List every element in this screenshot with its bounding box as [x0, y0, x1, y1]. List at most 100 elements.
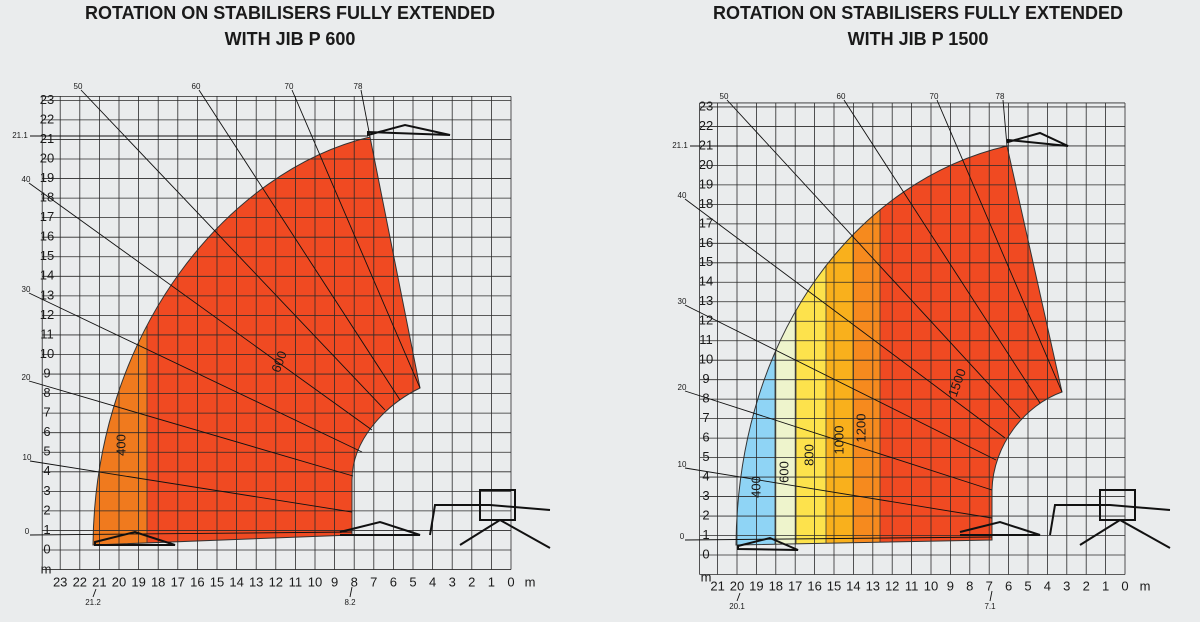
- angle-line: [684, 536, 993, 541]
- angle-label: 30: [22, 285, 31, 294]
- max-reach-tick: [349, 586, 353, 598]
- load-label: 1000: [831, 426, 846, 455]
- y-tick-label: 14: [40, 268, 54, 283]
- x-tick-label: 1: [1102, 578, 1109, 593]
- x-tick-label: 0: [1121, 578, 1128, 593]
- angle-line: [360, 89, 371, 138]
- outrigger-sketch: [94, 530, 176, 546]
- max-reach-tick: [989, 590, 993, 602]
- load-zones: [93, 137, 420, 545]
- x-tick-label: 18: [769, 578, 783, 593]
- unit-label: m: [525, 574, 536, 589]
- x-tick-label: 12: [885, 578, 899, 593]
- angle-line: [1002, 99, 1008, 147]
- y-tick-label: 17: [40, 209, 54, 224]
- angle-label: 50: [74, 82, 83, 91]
- load-zone: [880, 146, 1062, 545]
- x-tick-label: 23: [53, 574, 67, 589]
- x-tick-label: 5: [1024, 578, 1031, 593]
- y-tick-label: 1: [43, 522, 50, 537]
- envelope-outline: [735, 145, 1063, 546]
- y-tick-label: 0: [43, 541, 50, 556]
- load-zone: [775, 146, 796, 545]
- angle-label: 50: [720, 92, 729, 101]
- y-tick-label: 15: [699, 254, 713, 269]
- y-tick-label: 21: [40, 131, 54, 146]
- x-tick-label: 8: [966, 578, 973, 593]
- angle-line: [29, 460, 353, 513]
- x-tick-label: 21: [92, 574, 106, 589]
- x-tick-label: 8: [351, 574, 358, 589]
- x-tick-label: 6: [390, 574, 397, 589]
- unit-label: m: [1140, 578, 1151, 593]
- cab-sketch: [1099, 489, 1136, 521]
- y-tick-label: 18: [699, 196, 713, 211]
- x-tick-label: 4: [1044, 578, 1051, 593]
- load-label: 1200: [853, 414, 868, 443]
- angle-label: 78: [354, 82, 363, 91]
- x-tick-label: 5: [409, 574, 416, 589]
- y-tick-label: 7: [702, 410, 709, 425]
- angle-line: [726, 99, 1021, 419]
- min-reach-tick: [92, 588, 97, 598]
- angle-line: [684, 198, 1006, 439]
- angle-label: 30: [678, 297, 687, 306]
- angle-line: [684, 467, 993, 519]
- max-reach: 8.2: [344, 598, 356, 607]
- angle-label: 70: [930, 92, 939, 101]
- outrigger-sketch: [737, 536, 799, 551]
- y-tick-label: 10: [40, 346, 54, 361]
- load-label: 600: [776, 461, 791, 483]
- y-tick-label: 6: [43, 424, 50, 439]
- y-tick-label: 12: [40, 307, 54, 322]
- x-tick-label: 10: [924, 578, 938, 593]
- x-tick-label: 2: [468, 574, 475, 589]
- x-tick-label: 12: [269, 574, 283, 589]
- reference-height: 21.1: [12, 131, 28, 140]
- angle-label: 78: [996, 92, 1005, 101]
- x-tick-label: 14: [229, 574, 243, 589]
- angle-line: [936, 99, 1063, 393]
- angle-label: 10: [23, 453, 32, 462]
- x-tick-label: 0: [507, 574, 514, 589]
- y-tick-label: 0: [702, 546, 709, 561]
- y-tick-label: 9: [43, 365, 50, 380]
- angle-label: 10: [678, 460, 687, 469]
- x-tick-label: 22: [73, 574, 87, 589]
- y-tick-label: 5: [702, 449, 709, 464]
- y-tick-label: 22: [699, 118, 713, 133]
- y-tick-label: 11: [699, 332, 713, 347]
- x-tick-label: 6: [1005, 578, 1012, 593]
- y-tick-label: 20: [699, 157, 713, 172]
- panel-title: ROTATION ON STABILISERS FULLY EXTENDED: [85, 3, 495, 23]
- x-tick-label: 4: [429, 574, 436, 589]
- load-label: 400: [748, 476, 763, 498]
- y-tick-label: 10: [699, 352, 713, 367]
- boom-sketch: [339, 520, 421, 536]
- x-tick-label: 7: [370, 574, 377, 589]
- y-tick-label: 4: [43, 463, 50, 478]
- y-tick-label: 3: [702, 488, 709, 503]
- y-tick-label: 11: [40, 326, 54, 341]
- stabiliser-sketch: [1079, 518, 1171, 549]
- x-tick-label: 11: [905, 578, 919, 593]
- y-tick-label: 12: [699, 313, 713, 328]
- x-tick-label: 21: [710, 578, 724, 593]
- angle-line: [28, 380, 354, 477]
- stabiliser-sketch: [459, 518, 551, 549]
- panel-title: WITH JIB P 1500: [848, 29, 989, 49]
- x-tick-label: 14: [846, 578, 860, 593]
- boom-sketch: [1049, 504, 1171, 536]
- angle-label: 60: [837, 92, 846, 101]
- min-reach: 21.2: [85, 598, 101, 607]
- x-tick-label: 2: [1083, 578, 1090, 593]
- panel-title: WITH JIB P 600: [225, 29, 356, 49]
- boom-sketch: [959, 520, 1041, 536]
- y-tick-label: 13: [699, 293, 713, 308]
- x-tick-label: 17: [788, 578, 802, 593]
- load-label: 400: [113, 434, 128, 456]
- max-reach: 7.1: [984, 602, 996, 611]
- angle-label: 70: [285, 82, 294, 91]
- angle-line: [29, 531, 353, 536]
- angle-label: 0: [680, 532, 685, 541]
